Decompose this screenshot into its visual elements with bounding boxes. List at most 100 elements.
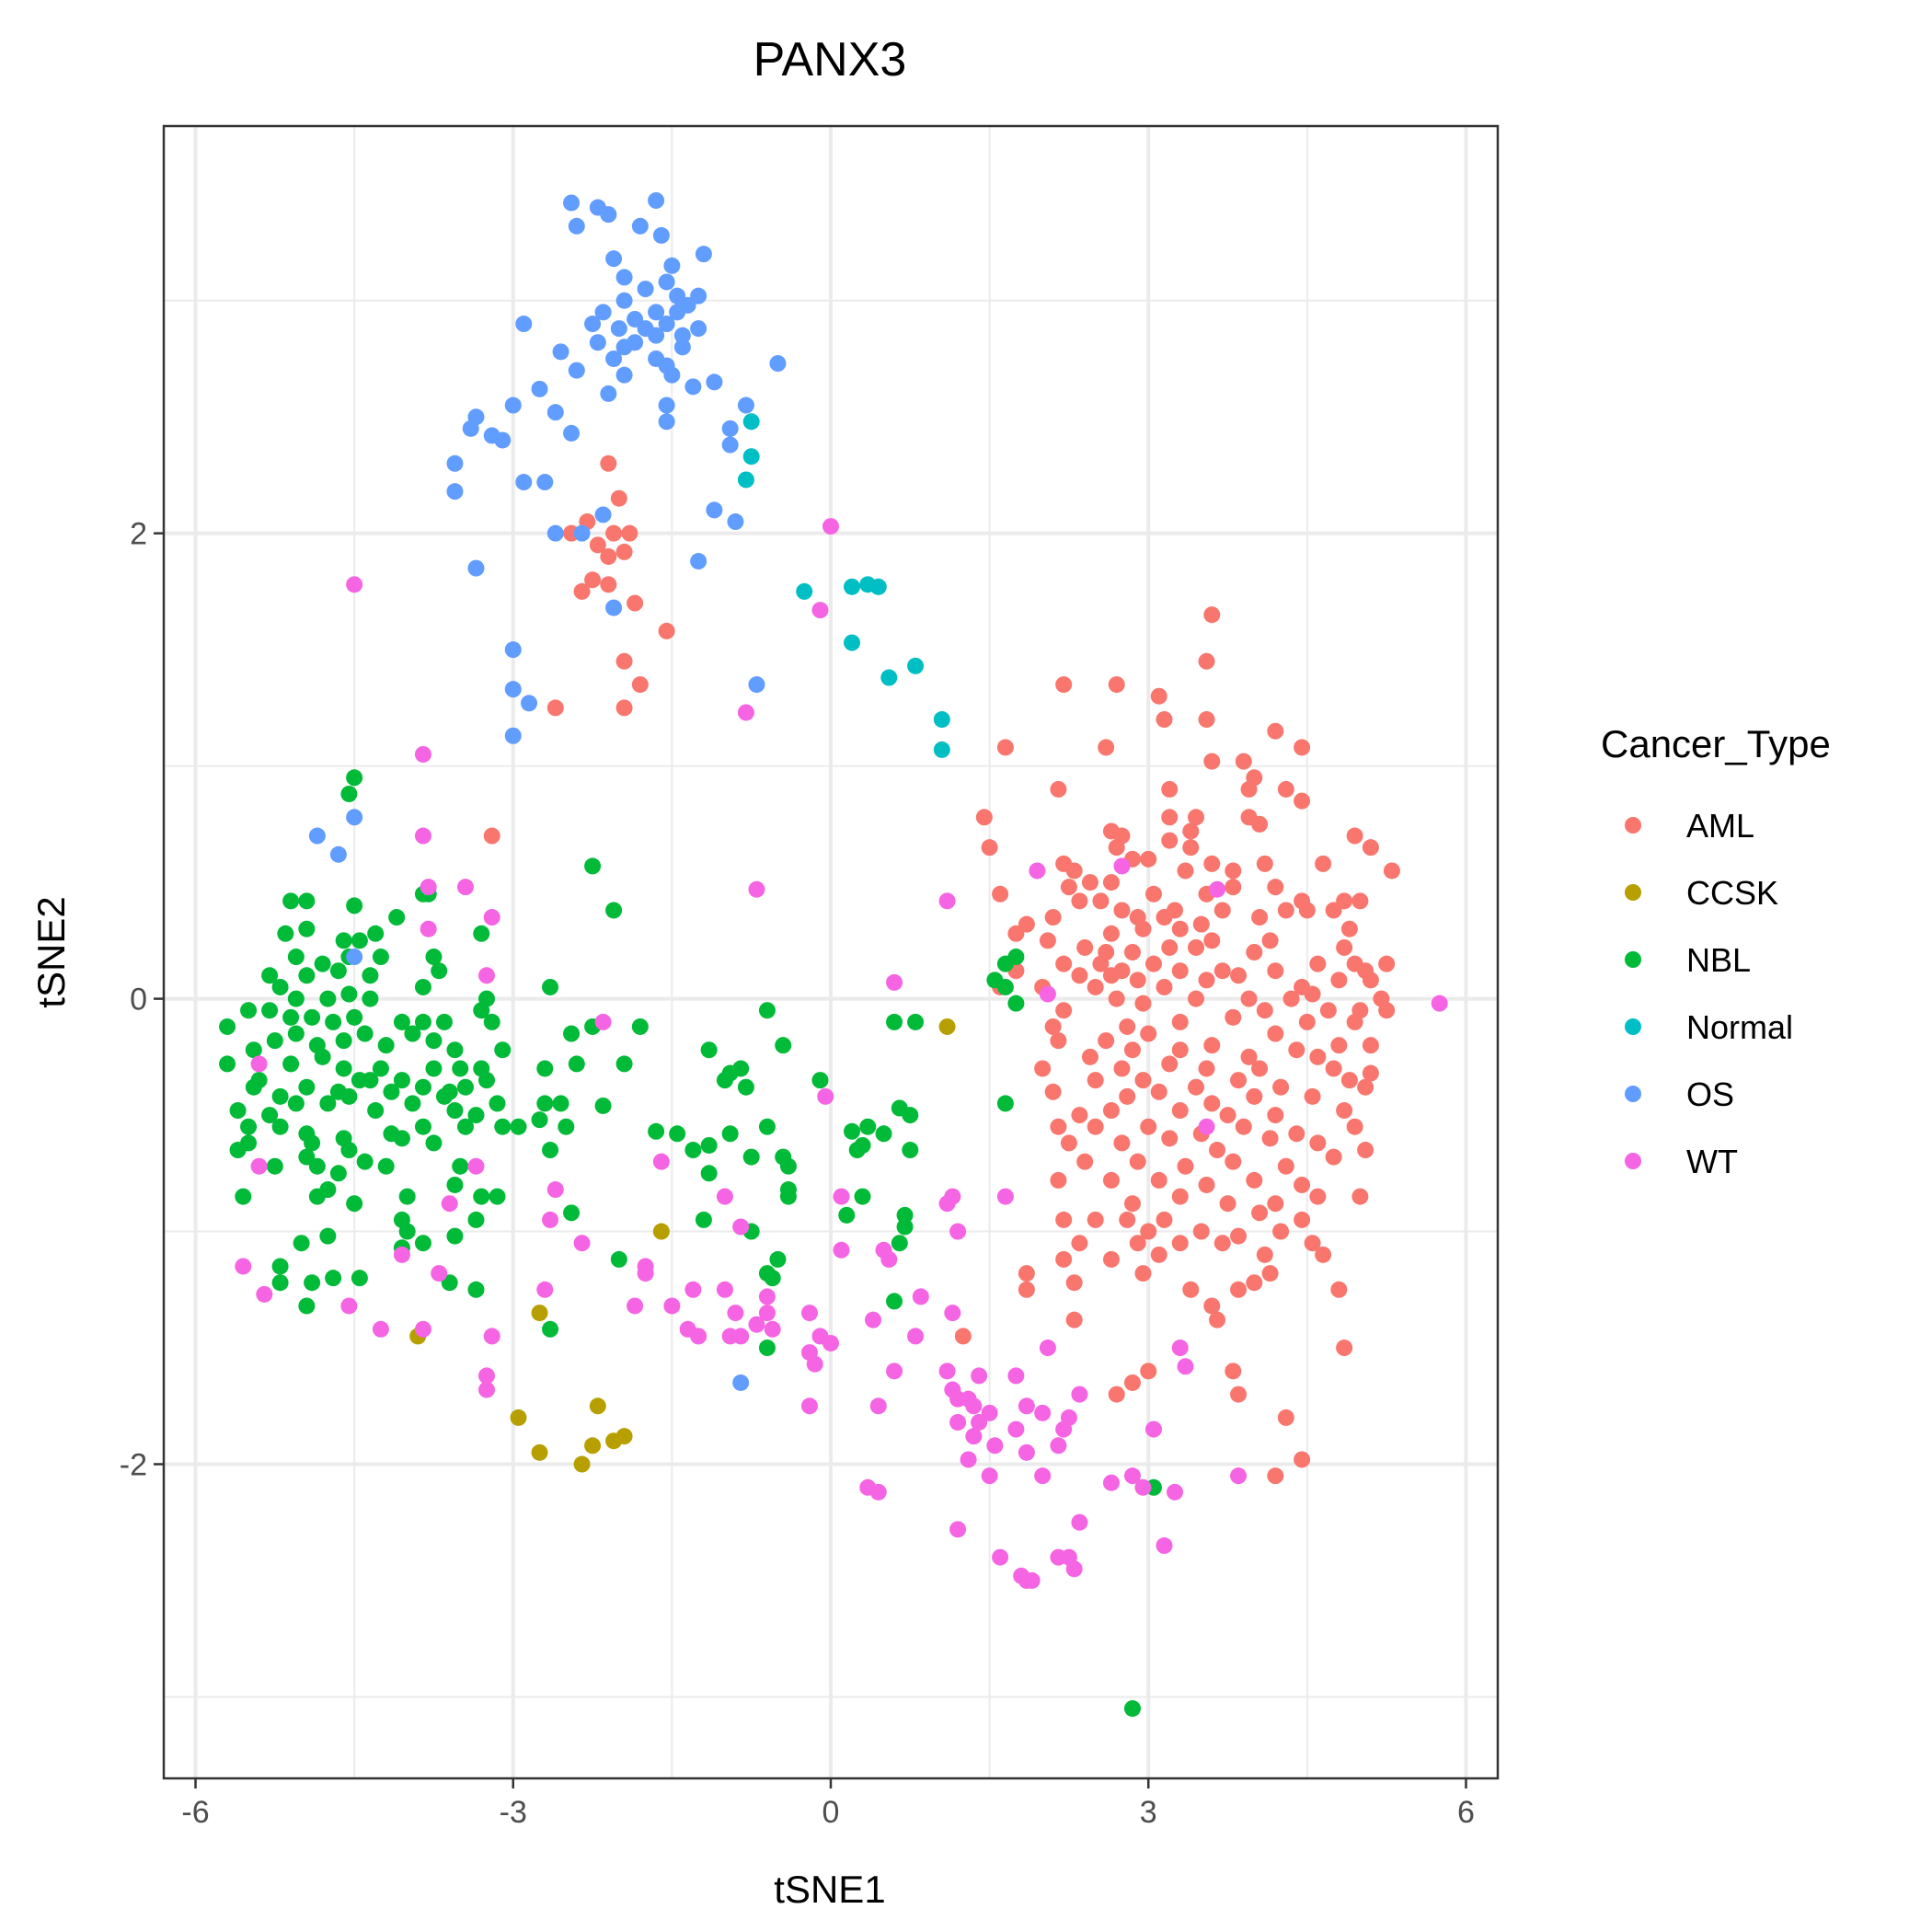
- data-point: [1182, 839, 1200, 857]
- data-point: [414, 745, 431, 763]
- data-point: [594, 506, 612, 523]
- series-normal: [737, 413, 950, 758]
- data-point: [1123, 1041, 1141, 1059]
- data-point: [902, 1142, 919, 1159]
- data-point: [1071, 1107, 1088, 1124]
- legend-swatch: [1625, 1018, 1641, 1035]
- data-point: [1171, 1102, 1189, 1120]
- data-point: [800, 1305, 818, 1322]
- data-point: [1102, 1102, 1120, 1120]
- data-point: [446, 1102, 464, 1120]
- data-point: [542, 1320, 559, 1338]
- data-point: [663, 1297, 681, 1315]
- data-point: [690, 320, 707, 338]
- data-point: [483, 1013, 500, 1030]
- y-tick-label: 0: [130, 983, 147, 1018]
- data-point: [282, 1055, 300, 1073]
- data-point: [1203, 753, 1221, 770]
- x-tick-label: 3: [1140, 1795, 1157, 1830]
- data-point: [1167, 1483, 1184, 1501]
- data-point: [1102, 1250, 1120, 1268]
- data-point: [1034, 1060, 1052, 1077]
- data-point: [515, 474, 533, 491]
- data-point: [314, 1048, 331, 1065]
- data-point: [245, 1078, 262, 1096]
- data-point: [811, 1072, 829, 1089]
- data-point: [446, 1041, 464, 1059]
- data-point: [1177, 1358, 1194, 1375]
- data-point: [467, 1211, 485, 1228]
- data-point: [304, 1274, 321, 1292]
- data-point: [467, 559, 485, 577]
- data-point: [1188, 809, 1205, 826]
- data-point: [1256, 855, 1273, 872]
- data-point: [362, 1072, 379, 1089]
- data-point: [1240, 780, 1258, 798]
- legend-title: Cancer_Type: [1601, 722, 1831, 765]
- data-point: [806, 1355, 823, 1373]
- data-point: [1309, 955, 1327, 972]
- data-point: [452, 1060, 469, 1077]
- data-point: [1060, 1548, 1077, 1566]
- data-point: [648, 304, 665, 321]
- data-point: [563, 194, 581, 212]
- data-point: [271, 1274, 289, 1292]
- data-point: [546, 699, 564, 717]
- data-point: [356, 1025, 374, 1042]
- data-point: [615, 1055, 633, 1073]
- data-point: [1192, 1223, 1210, 1240]
- data-point: [907, 1328, 925, 1345]
- data-point: [398, 1188, 416, 1205]
- data-point: [886, 973, 903, 991]
- data-point: [1203, 1037, 1221, 1054]
- data-point: [1336, 1102, 1353, 1120]
- legend-label: CCSK: [1686, 874, 1778, 912]
- data-point: [1156, 1211, 1173, 1228]
- data-point: [1161, 809, 1179, 826]
- data-point: [648, 1122, 665, 1140]
- data-point: [1209, 1311, 1226, 1328]
- data-point: [1018, 1281, 1035, 1298]
- data-point: [1018, 1443, 1035, 1461]
- data-point: [965, 1397, 983, 1415]
- data-point: [308, 1157, 326, 1175]
- data-point: [314, 955, 331, 972]
- data-point: [1044, 909, 1062, 926]
- data-point: [367, 925, 385, 942]
- data-point: [1065, 1274, 1083, 1292]
- data-point: [335, 1060, 352, 1077]
- data-point: [504, 727, 522, 744]
- data-point: [521, 695, 538, 712]
- data-point: [414, 827, 431, 845]
- data-point: [748, 1316, 765, 1333]
- series-wt: [235, 518, 1448, 1589]
- data-point: [1171, 1188, 1189, 1205]
- data-point: [1055, 676, 1073, 694]
- data-point: [844, 634, 861, 651]
- data-point: [1288, 1125, 1305, 1143]
- data-point: [1039, 985, 1056, 1003]
- data-point: [546, 524, 564, 542]
- data-point: [235, 1258, 252, 1275]
- data-point: [1161, 1130, 1179, 1147]
- data-point: [346, 576, 363, 593]
- legend: Cancer_Type AML CCSK NBL Normal OS WT: [1601, 722, 1831, 1180]
- data-point: [1129, 1235, 1146, 1252]
- data-point: [1119, 1211, 1136, 1228]
- data-point: [1071, 967, 1088, 984]
- data-point: [1065, 1311, 1083, 1328]
- data-point: [414, 1320, 431, 1338]
- data-point: [615, 652, 633, 670]
- legend-items: AML CCSK NBL Normal OS WT: [1625, 807, 1793, 1180]
- data-point: [673, 339, 691, 356]
- data-point: [266, 1157, 283, 1175]
- data-point: [467, 1107, 485, 1124]
- data-point: [944, 1305, 961, 1322]
- data-point: [298, 1297, 316, 1315]
- data-point: [648, 327, 665, 344]
- data-point: [971, 1413, 988, 1431]
- data-point: [1351, 892, 1369, 910]
- legend-swatch: [1625, 817, 1641, 834]
- data-point: [663, 366, 681, 384]
